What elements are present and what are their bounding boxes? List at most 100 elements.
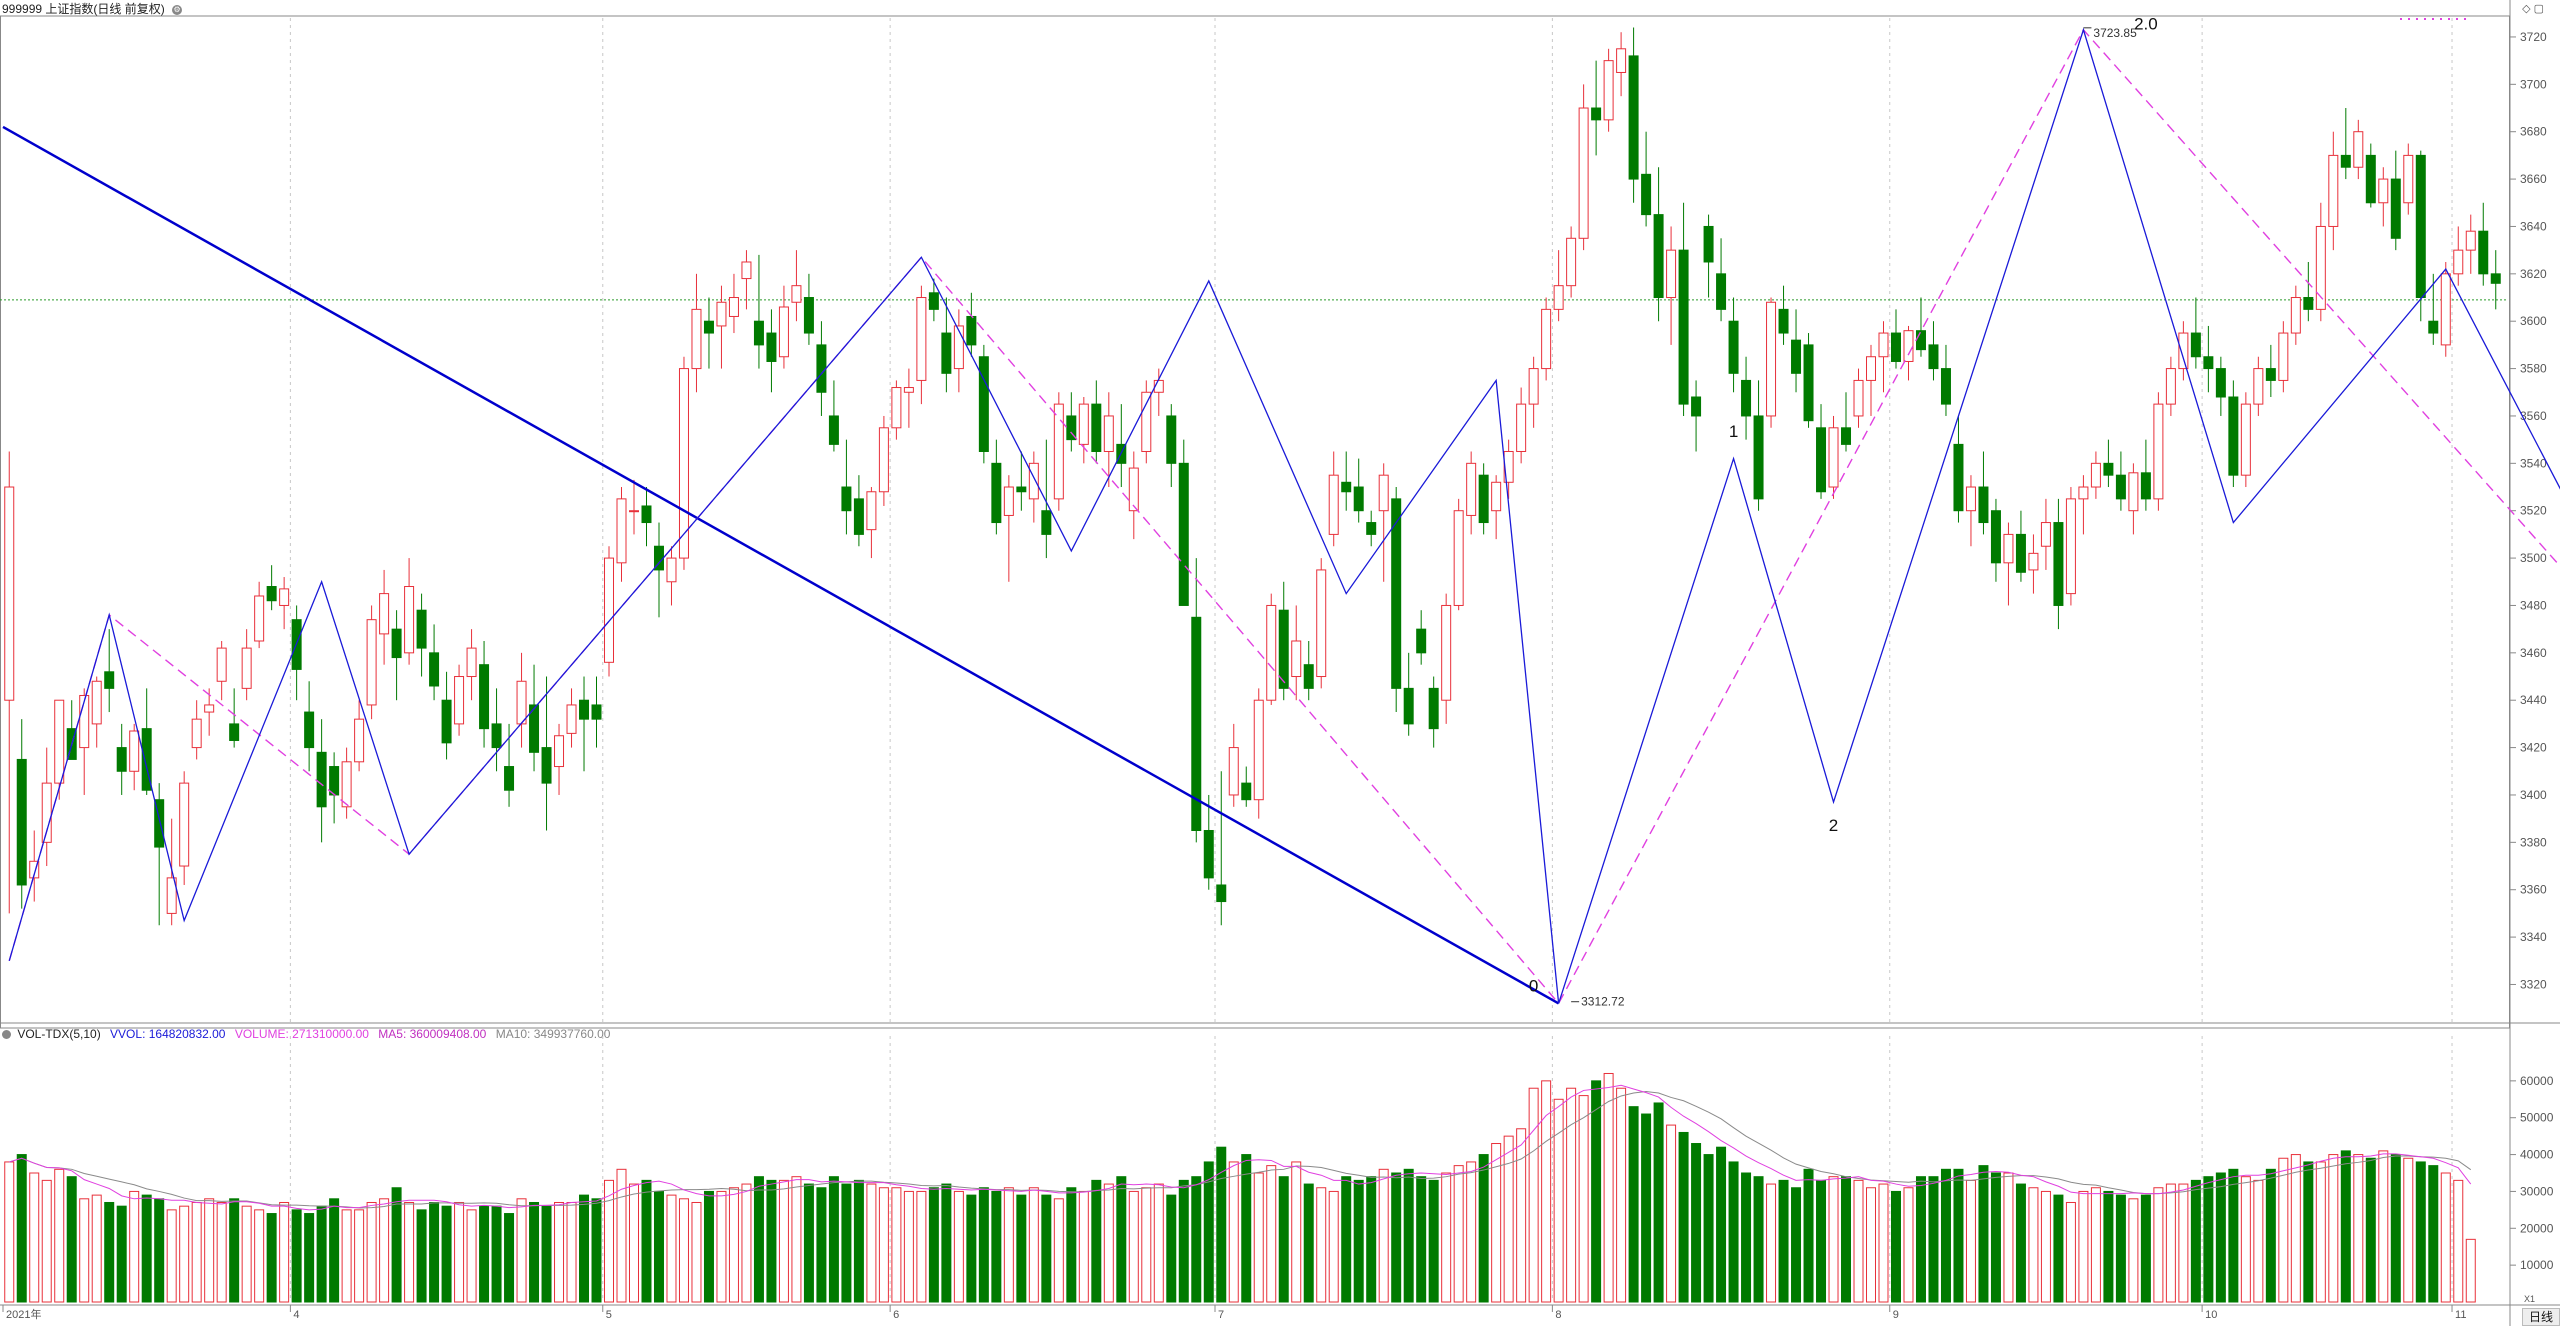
candle	[966, 292, 977, 357]
chart-title: 999999 上证指数(日线 前复权) ⚙	[0, 0, 183, 18]
diamond-icon[interactable]: ◇	[2522, 3, 2531, 15]
candle	[504, 723, 515, 807]
candle	[1253, 688, 1264, 819]
candle	[579, 676, 590, 772]
volume-bar	[554, 1201, 565, 1303]
price-tick-label: 3600	[2520, 314, 2547, 328]
volume-bar	[116, 1205, 127, 1303]
candle	[691, 273, 702, 393]
candle-body	[691, 308, 702, 370]
candle-body	[1041, 510, 1052, 535]
scale-button[interactable]: X1	[2524, 1294, 2536, 1304]
volume-bar	[204, 1198, 215, 1303]
candle	[791, 250, 802, 322]
candle-body	[941, 332, 952, 374]
price-tick-label: 3500	[2520, 551, 2547, 565]
month-label: 7	[1218, 1309, 1224, 1321]
volume-bar	[1391, 1172, 1402, 1303]
volume-bar	[1466, 1161, 1477, 1303]
candle	[1141, 380, 1152, 464]
candle	[1003, 475, 1014, 582]
vvol-value: VVOL: 164820832.00	[110, 1027, 226, 1041]
candle	[79, 688, 90, 795]
volume-bar	[816, 1187, 827, 1303]
volume-bar	[2190, 1179, 2201, 1303]
candle	[1166, 404, 1177, 488]
candle-body	[1578, 107, 1589, 239]
candle	[404, 558, 415, 665]
volume-bar	[2353, 1154, 2364, 1303]
volume-bar	[991, 1190, 1002, 1303]
candle-body	[554, 735, 565, 768]
candle-body	[1353, 486, 1364, 512]
volume-bar	[1940, 1168, 1951, 1303]
candle	[16, 719, 27, 909]
candle-body	[1628, 55, 1639, 180]
candle-body	[1953, 443, 1964, 512]
candle	[1403, 652, 1414, 736]
volume-bar	[903, 1190, 914, 1303]
window-icon[interactable]: ▢	[2533, 3, 2544, 15]
candle-body	[866, 491, 877, 531]
candle-body	[429, 652, 440, 687]
month-label: 9	[1893, 1309, 1899, 1321]
volume-bar	[828, 1176, 839, 1303]
volume-bar	[591, 1198, 602, 1303]
volume-bar	[778, 1179, 789, 1303]
candle	[2440, 261, 2451, 357]
volume-bar	[753, 1176, 764, 1303]
candle	[1103, 392, 1114, 488]
volume-bar	[2378, 1150, 2389, 1303]
candle	[2478, 202, 2489, 286]
volume-bar	[1453, 1165, 1464, 1303]
period-button[interactable]: 日线	[2522, 1308, 2560, 1326]
candle	[1328, 451, 1339, 547]
volume-bar	[341, 1209, 352, 1303]
volume-bar	[803, 1183, 814, 1303]
volume-settings-icon[interactable]	[2, 1030, 11, 1040]
candle-body	[154, 799, 165, 848]
candle-body	[928, 292, 939, 310]
candle-body	[966, 315, 977, 346]
volume-bar	[1678, 1131, 1689, 1303]
candle-body	[441, 699, 452, 744]
settings-icon[interactable]: ⚙	[172, 4, 183, 15]
price-tick-label: 3440	[2520, 693, 2547, 707]
volume-bar	[1628, 1106, 1639, 1303]
candle	[1766, 297, 1777, 428]
volume-tick-label: 20000	[2520, 1221, 2554, 1235]
candle	[828, 380, 839, 452]
volume-bar	[479, 1205, 490, 1303]
volume-bar	[1366, 1176, 1377, 1303]
volume-bar	[1816, 1179, 1827, 1303]
candle	[1216, 771, 1227, 926]
candle-body	[1616, 48, 1627, 73]
volume-bar	[1191, 1176, 1202, 1303]
volume-bar	[1441, 1172, 1452, 1303]
volume-bar	[266, 1213, 277, 1303]
top-right-icons: ◇ ▢	[2522, 2, 2544, 15]
candle-body	[1203, 829, 1214, 879]
candle	[1053, 392, 1064, 511]
candle-body	[1766, 301, 1777, 417]
candle	[903, 368, 914, 428]
candle	[1391, 487, 1402, 713]
candle	[2178, 321, 2189, 381]
candle-body	[1066, 415, 1077, 441]
volume-bar	[579, 1194, 590, 1303]
candle	[1878, 321, 1889, 393]
volume-bar	[1353, 1179, 1364, 1303]
volume-bar	[1216, 1146, 1227, 1303]
candle-body	[828, 415, 839, 445]
price-tick-label: 3700	[2520, 77, 2547, 91]
candle-body	[716, 301, 727, 327]
volume-bar	[2253, 1179, 2264, 1303]
candle	[1428, 676, 1439, 748]
candle	[491, 688, 502, 772]
volume-bar	[2065, 1201, 2076, 1303]
month-label: 6	[893, 1309, 899, 1321]
candle-body	[2440, 273, 2451, 346]
candle-body	[254, 595, 265, 642]
volume-bar	[2303, 1161, 2314, 1303]
